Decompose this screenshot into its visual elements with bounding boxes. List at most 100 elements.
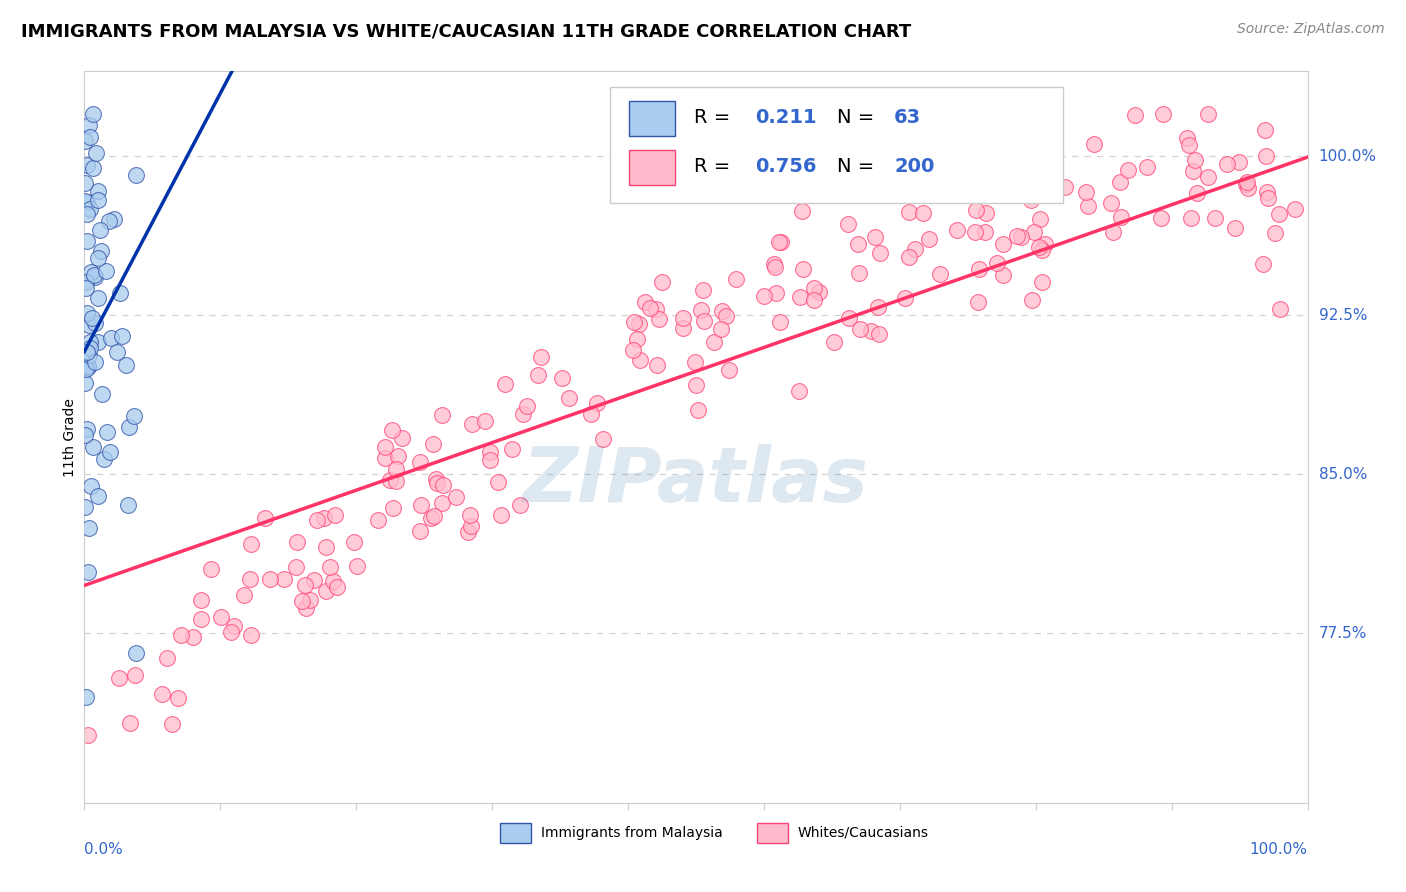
Point (1077, 199, 1099, 213)
Point (325, 508, 347, 523)
Point (692, 283, 714, 297)
Point (1054, 179, 1077, 194)
Point (894, 291, 917, 305)
Point (162, 717, 184, 731)
Point (77, 728, 100, 742)
Point (1019, 193, 1042, 207)
Text: Immigrants from Malaysia: Immigrants from Malaysia (541, 826, 723, 839)
Point (763, 258, 786, 272)
Point (897, 205, 920, 219)
Point (838, 310, 860, 325)
Point (1197, 170, 1219, 185)
Point (259, 572, 281, 586)
Point (640, 301, 662, 316)
Point (765, 286, 787, 301)
Point (209, 610, 232, 624)
Point (763, 260, 786, 275)
Point (581, 407, 603, 421)
Point (76, 207, 98, 221)
Point (307, 513, 329, 527)
Bar (628, 150, 675, 185)
Point (1031, 275, 1053, 289)
Text: 77.5%: 77.5% (1319, 625, 1367, 640)
Point (1223, 221, 1246, 235)
Point (710, 322, 733, 336)
Point (530, 350, 553, 364)
Point (75, 194, 97, 209)
Point (117, 499, 139, 513)
Point (342, 535, 364, 549)
Point (527, 368, 550, 382)
Point (124, 646, 146, 660)
Point (626, 332, 648, 346)
Point (156, 651, 179, 665)
Point (200, 562, 222, 576)
Point (1234, 177, 1257, 191)
Point (75, 362, 97, 376)
Point (967, 261, 990, 276)
Point (381, 500, 404, 515)
Point (869, 245, 891, 260)
Point (181, 630, 204, 644)
Point (672, 320, 695, 334)
Point (551, 371, 574, 385)
Point (425, 472, 447, 486)
Point (489, 508, 512, 523)
Text: Source: ZipAtlas.com: Source: ZipAtlas.com (1237, 22, 1385, 37)
Point (803, 281, 825, 295)
Point (1031, 244, 1053, 258)
Point (84, 270, 107, 285)
Point (284, 560, 307, 574)
Point (89, 222, 111, 236)
Point (423, 509, 446, 524)
Point (863, 230, 886, 244)
Point (100, 331, 122, 345)
Point (1236, 181, 1258, 195)
Point (76, 158, 98, 172)
Point (1264, 226, 1286, 240)
Point (1109, 210, 1132, 224)
Point (87, 334, 110, 349)
Point (1152, 107, 1174, 121)
Point (387, 449, 409, 463)
Point (807, 285, 830, 299)
Point (298, 592, 321, 607)
Point (381, 423, 404, 437)
Point (411, 498, 433, 512)
Point (76, 360, 98, 375)
Point (479, 444, 502, 458)
Point (108, 285, 131, 300)
Point (1116, 163, 1139, 178)
Point (988, 178, 1011, 192)
Point (911, 206, 934, 220)
Point (86, 489, 108, 503)
Point (1150, 211, 1173, 225)
Point (1216, 156, 1239, 170)
Text: N =: N = (837, 157, 880, 176)
Point (460, 417, 482, 432)
Point (644, 301, 666, 316)
Point (633, 294, 655, 309)
Text: 200: 200 (894, 157, 935, 176)
Point (645, 358, 668, 372)
Point (373, 440, 395, 454)
Point (986, 256, 1008, 270)
Point (478, 453, 501, 467)
Point (1204, 211, 1226, 226)
Text: 0.756: 0.756 (755, 157, 817, 176)
Point (103, 212, 125, 227)
Point (97, 213, 120, 227)
Point (190, 612, 212, 626)
Point (239, 537, 262, 551)
Point (1136, 160, 1159, 174)
Point (374, 450, 396, 465)
Point (1022, 226, 1045, 240)
Point (946, 223, 969, 237)
Point (367, 513, 389, 527)
Point (1180, 211, 1202, 225)
Point (170, 628, 193, 642)
Point (688, 403, 710, 417)
Point (1268, 207, 1291, 221)
Point (1251, 257, 1274, 271)
Point (965, 203, 987, 218)
